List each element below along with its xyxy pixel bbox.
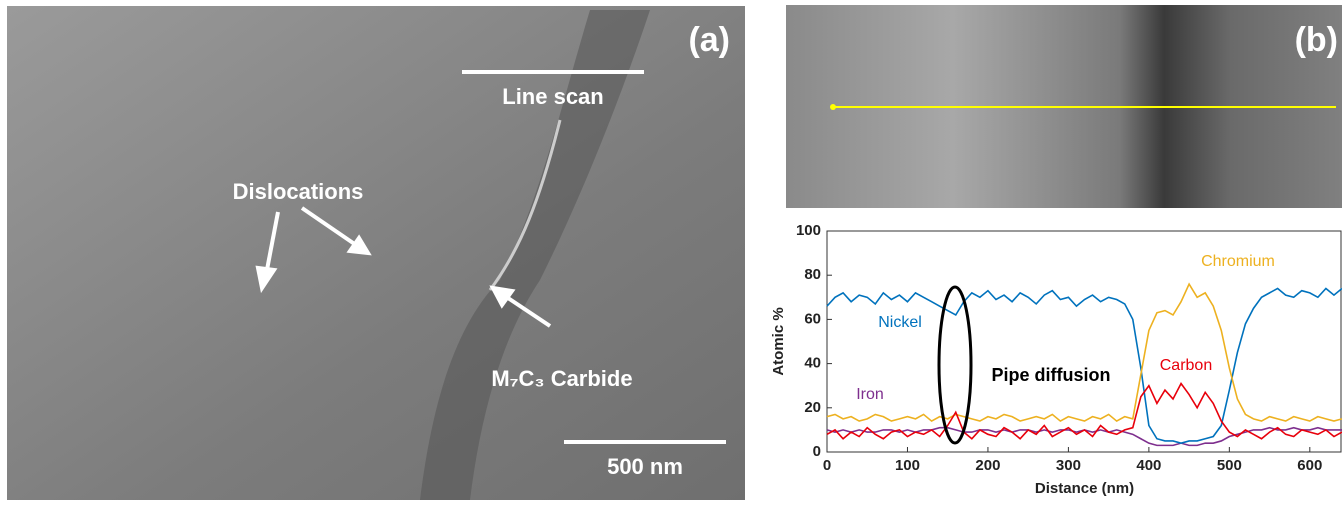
scan-start [830,104,836,110]
x-tick-label: 500 [1217,457,1242,474]
y-tick-label: 80 [804,266,821,283]
x-tick-label: 600 [1297,457,1322,474]
panel-label: (a) [688,21,730,59]
scale-label: 500 nm [607,454,683,479]
series-line [826,282,1342,423]
y-tick-label: 20 [804,399,821,416]
y-tick-label: 0 [813,443,821,460]
panel-label: (b) [1295,21,1338,59]
x-tick-label: 400 [1136,457,1161,474]
micrograph-a [7,6,745,500]
x-tick-label: 300 [1056,457,1081,474]
series-label: Chromium [1201,253,1275,270]
x-tick-label: 100 [895,457,920,474]
annotation: Dislocations [233,179,364,204]
series-label: Nickel [878,314,922,331]
y-axis-label: Atomic % [770,307,787,375]
x-tick-label: 200 [975,457,1000,474]
carbide-edge [488,119,562,291]
chart: 0 20 40 60 80 100 0 100 200 300 400 500 600 Distance … [770,222,1342,497]
y-tick-label: 60 [804,310,821,327]
series-label: Carbon [1160,357,1212,374]
annotation: M₇C₃ Carbide [491,366,632,391]
highlight [937,285,973,445]
arrows [255,206,552,328]
annotation: Pipe diffusion [992,365,1111,385]
x-tick-label: 0 [823,457,831,474]
series-line [826,381,1342,440]
y-tick-label: 100 [796,222,821,239]
series-line [826,287,1342,444]
annotation: Line scan [502,84,603,109]
x-axis-label: Distance (nm) [1035,480,1134,497]
series-label: Iron [856,386,884,403]
carbide-region [420,10,650,500]
plot-area [826,230,1342,453]
y-tick-label: 40 [804,355,821,372]
